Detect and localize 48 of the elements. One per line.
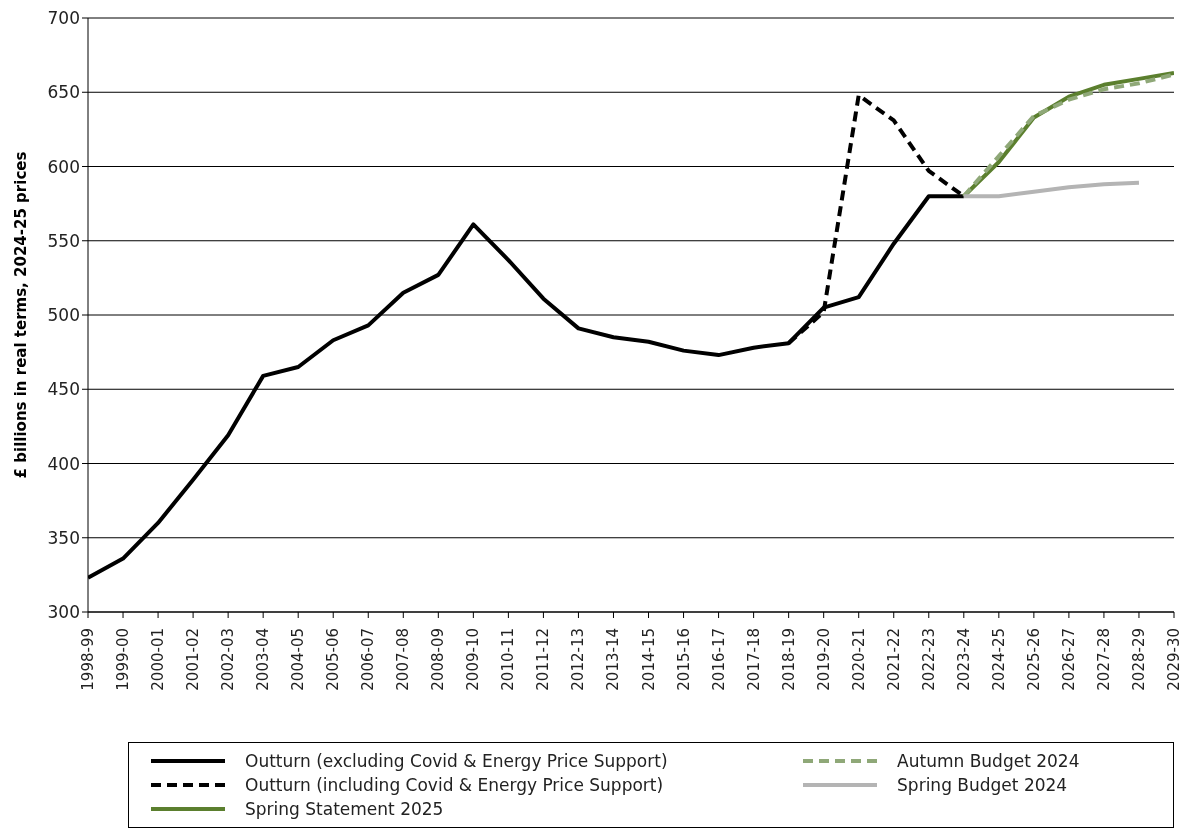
- y-tick-label: 400: [47, 453, 80, 474]
- x-tick-label: 2004-05: [289, 628, 308, 691]
- x-tick-label: 2008-09: [429, 628, 448, 691]
- line-series: [961, 180, 1141, 199]
- x-tick-label: 2025-26: [1024, 628, 1043, 691]
- x-tick-label: 2015-16: [674, 628, 693, 691]
- x-tick-label: 2005-06: [324, 628, 343, 691]
- y-tick-label: 550: [47, 230, 80, 251]
- x-tick-label: 2017-18: [744, 628, 763, 691]
- y-tick-label: 600: [47, 156, 80, 177]
- legend-label: Spring Budget 2024: [897, 775, 1068, 795]
- x-tick-label: 2021-22: [884, 628, 903, 691]
- y-axis-title: £ billions in real terms, 2024-25 prices: [12, 151, 31, 479]
- legend-label: Outturn (including Covid & Energy Price Support): [245, 775, 664, 795]
- x-tick-label: 2003-04: [254, 628, 273, 691]
- x-tick-label: 2029-30: [1165, 628, 1183, 691]
- x-tick-label: 2020-21: [849, 628, 868, 691]
- x-tick-label: 2006-07: [359, 628, 378, 691]
- x-tick-label: 2023-24: [954, 628, 973, 691]
- x-tick-label: 2022-23: [919, 628, 938, 691]
- x-tick-label: 2001-02: [184, 628, 203, 691]
- x-tick-label: 2026-27: [1059, 628, 1078, 691]
- x-tick-label: 2013-14: [604, 628, 623, 691]
- y-tick-label: 700: [47, 8, 80, 29]
- legend-label: Outturn (excluding Covid & Energy Price Support): [245, 751, 668, 771]
- x-tick-label: 2024-25: [989, 628, 1008, 691]
- legend-label: Autumn Budget 2024: [897, 751, 1080, 771]
- y-tick-label: 350: [47, 527, 80, 548]
- y-tick-label: 500: [47, 305, 80, 326]
- x-tick-label: 2009-10: [464, 628, 483, 691]
- x-tick-label: 2027-28: [1094, 628, 1113, 691]
- x-tick-label: 2018-19: [779, 628, 798, 691]
- x-tick-label: 2028-29: [1129, 628, 1148, 691]
- y-tick-label: 650: [47, 82, 80, 103]
- x-tick-label: 2012-13: [569, 628, 588, 691]
- x-tick-label: 1998-99: [79, 628, 97, 691]
- x-tick-label: 2000-01: [149, 628, 168, 691]
- x-tick-label: 2016-17: [709, 628, 728, 691]
- y-tick-label: 300: [47, 602, 80, 623]
- x-tick-label: 2002-03: [219, 628, 238, 691]
- x-tick-label: 2007-08: [394, 628, 413, 691]
- y-tick-label: 450: [47, 379, 80, 400]
- x-tick-label: 2014-15: [639, 628, 658, 691]
- x-tick-label: 2019-20: [814, 628, 833, 691]
- legend-label: Spring Statement 2025: [245, 799, 444, 819]
- x-tick-label: 2011-12: [534, 628, 553, 691]
- x-tick-label: 2010-11: [499, 628, 518, 691]
- x-tick-label: 1999-00: [114, 628, 133, 691]
